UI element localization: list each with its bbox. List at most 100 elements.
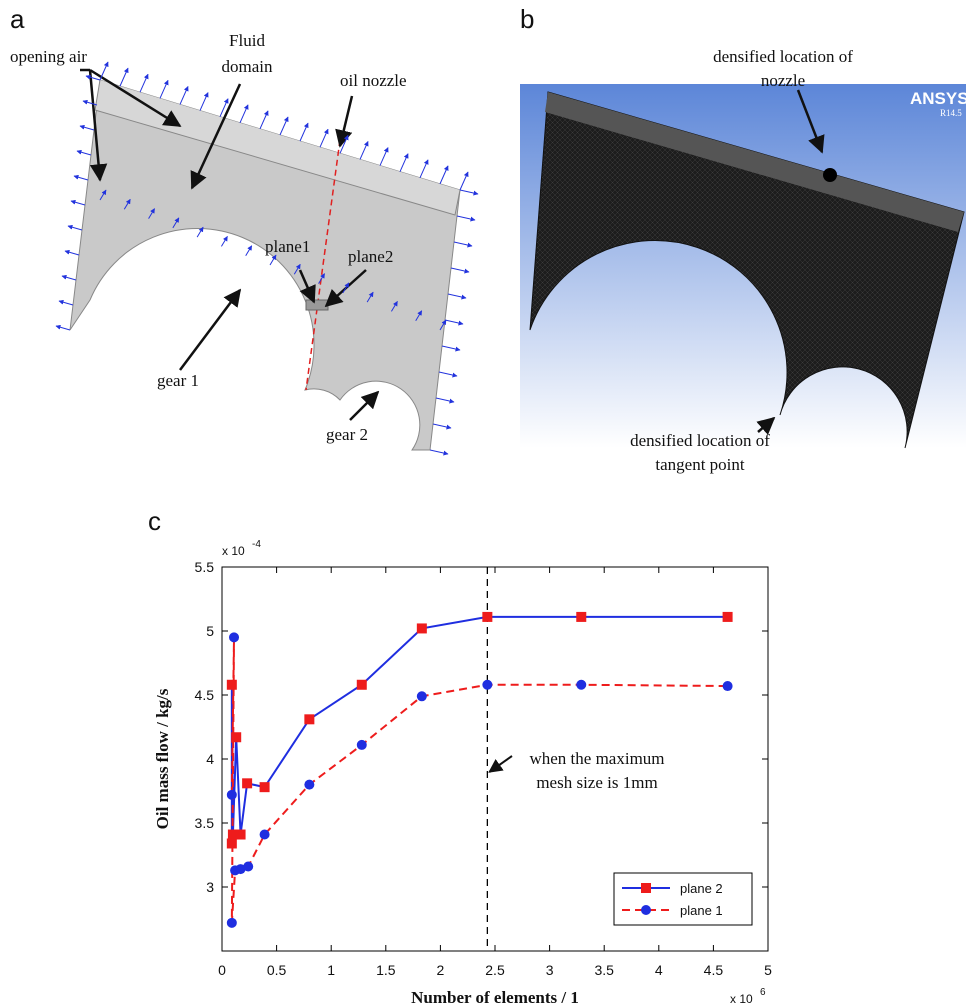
version: R14.5	[940, 108, 962, 118]
data-point	[260, 830, 270, 840]
brand: ANSYS	[910, 89, 966, 108]
boundary-arrow	[80, 126, 94, 130]
nozzle-dense	[823, 168, 837, 182]
boundary-arrow	[83, 101, 97, 105]
boundary-arrow	[246, 246, 252, 256]
boundary-arrow	[221, 236, 227, 246]
panel-label: a	[10, 4, 25, 34]
annotation: densified location of	[713, 47, 853, 66]
boundary-arrow	[442, 346, 460, 350]
y-scale-exp: -4	[252, 539, 261, 550]
boundary-arrow	[280, 117, 288, 135]
x-tick-label: 3	[546, 962, 554, 978]
x-tick-label: 0.5	[267, 962, 287, 978]
data-point	[227, 680, 237, 690]
x-tick-label: 5	[764, 962, 772, 978]
panel-label: b	[520, 4, 534, 34]
data-point	[304, 714, 314, 724]
x-tick-label: 4.5	[704, 962, 724, 978]
boundary-arrow	[430, 450, 448, 454]
data-point	[236, 830, 246, 840]
boundary-arrow	[451, 268, 469, 272]
boundary-arrow	[77, 151, 91, 155]
boundary-arrow	[460, 190, 478, 194]
data-point	[357, 680, 367, 690]
legend-label: plane 1	[680, 903, 723, 918]
annotation: gear 2	[326, 425, 368, 444]
y-axis-label: Oil mass flow / kg/s	[153, 688, 172, 829]
boundary-arrow	[68, 226, 82, 230]
data-point	[243, 862, 253, 872]
x-scale: x 10	[730, 992, 753, 1006]
y-scale: x 10	[222, 544, 245, 558]
data-point	[417, 691, 427, 701]
annotation-arrow	[489, 756, 512, 772]
panel-b: b ANSYS R14.5 densified location of nozz…	[520, 4, 966, 474]
planes	[306, 300, 328, 310]
boundary-arrow	[120, 68, 128, 86]
annotation: Fluid	[229, 31, 265, 50]
annotation: opening air	[10, 47, 87, 66]
data-point	[242, 778, 252, 788]
y-tick-label: 3	[206, 879, 214, 895]
boundary-arrow	[433, 424, 451, 428]
data-point	[417, 623, 427, 633]
boundary-arrow	[457, 216, 475, 220]
x-tick-label: 3.5	[594, 962, 614, 978]
boundary-arrow	[160, 80, 168, 98]
annotation: oil nozzle	[340, 71, 407, 90]
boundary-arrow	[445, 320, 463, 324]
x-scale-exp: 6	[760, 987, 766, 998]
boundary-arrow	[436, 398, 454, 402]
boundary-arrow	[74, 176, 88, 180]
data-point	[576, 612, 586, 622]
x-axis-label: Number of elements / 1	[411, 988, 579, 1006]
legend-marker	[641, 905, 651, 915]
data-point	[260, 782, 270, 792]
x-tick-label: 0	[218, 962, 226, 978]
data-point	[723, 612, 733, 622]
boundary-arrow	[440, 166, 448, 184]
boundary-arrow	[448, 294, 466, 298]
boundary-arrow	[380, 148, 388, 166]
annotation: when the maximum	[529, 749, 664, 768]
annotation: nozzle	[761, 71, 805, 90]
boundary-arrow	[420, 160, 428, 178]
x-tick-label: 2	[437, 962, 445, 978]
x-tick-label: 2.5	[485, 962, 505, 978]
boundary-arrow	[62, 276, 76, 280]
annotation: plane1	[265, 237, 310, 256]
x-tick-label: 1.5	[376, 962, 396, 978]
data-point	[229, 632, 239, 642]
annotation: plane2	[348, 247, 393, 266]
boundary-arrow	[320, 129, 328, 147]
annotation: mesh size is 1mm	[536, 773, 657, 792]
annotation: tangent point	[655, 455, 745, 474]
y-tick-label: 3.5	[195, 815, 215, 831]
data-point	[227, 790, 237, 800]
data-point	[304, 780, 314, 790]
y-tick-label: 5.5	[195, 559, 215, 575]
boundary-arrow	[59, 301, 73, 305]
boundary-arrow	[240, 105, 248, 123]
boundary-arrow	[454, 242, 472, 246]
boundary-arrow	[300, 123, 308, 141]
boundary-arrow	[71, 201, 85, 205]
boundary-arrow	[460, 172, 468, 190]
annotation: densified location of	[630, 431, 770, 450]
figure: a opening air Fluid domain oil nozzle pl…	[0, 0, 966, 1006]
data-point	[227, 918, 237, 928]
x-tick-label: 1	[327, 962, 335, 978]
boundary-arrow	[180, 86, 188, 104]
data-point	[576, 680, 586, 690]
data-point	[357, 740, 367, 750]
boundary-arrow	[65, 251, 79, 255]
annotation: domain	[222, 57, 273, 76]
boundary-arrow	[439, 372, 457, 376]
data-point	[723, 681, 733, 691]
y-tick-label: 4	[206, 751, 214, 767]
boundary-arrow	[400, 154, 408, 172]
legend-marker	[641, 883, 651, 893]
y-tick-label: 4.5	[195, 687, 215, 703]
